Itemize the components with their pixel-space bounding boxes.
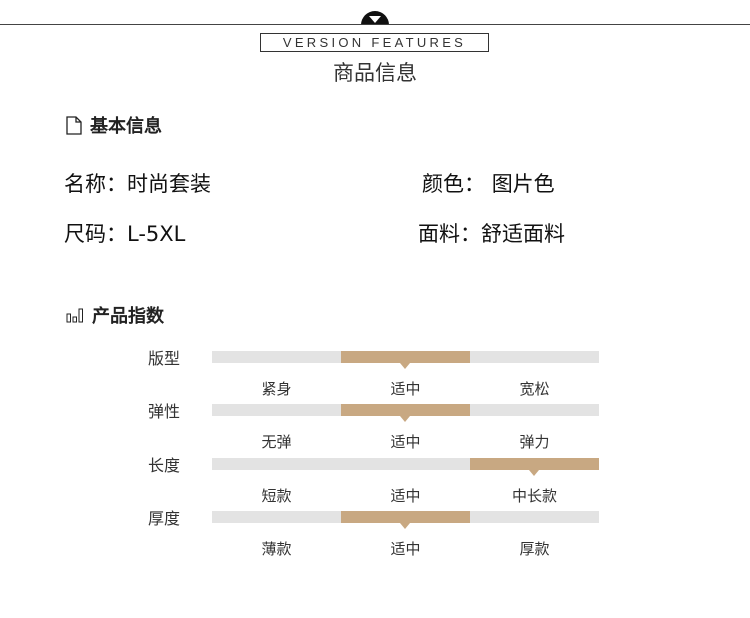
page-title: 商品信息: [333, 61, 417, 85]
chevron-down-icon: [361, 11, 389, 25]
version-features-label: VERSION FEATURES: [260, 33, 489, 52]
index-option: 短款: [261, 487, 292, 505]
index-option: 适中: [390, 540, 421, 558]
index-option: 薄款: [261, 540, 292, 558]
index-option: 厚款: [519, 540, 550, 558]
index-label: 长度: [148, 456, 181, 475]
section-title: 产品指数: [92, 306, 164, 327]
index-option: 中长款: [511, 487, 557, 505]
index-track: [212, 351, 599, 369]
index-marker: [341, 351, 470, 369]
basic-info-heading: 基本信息: [66, 112, 162, 138]
field-size: 尺码：L-5XL: [64, 222, 186, 246]
index-option: 适中: [390, 433, 421, 451]
index-track: [212, 511, 599, 529]
bar-chart-icon: [66, 308, 83, 323]
index-label: 版型: [148, 349, 181, 368]
index-marker: [470, 458, 599, 476]
index-option: 适中: [390, 380, 421, 398]
index-option: 适中: [390, 487, 421, 505]
index-option: 宽松: [519, 380, 550, 398]
index-option: 无弹: [261, 433, 292, 451]
index-option: 紧身: [261, 380, 292, 398]
index-track: [212, 458, 599, 476]
field-color: 颜色： 图片色: [422, 172, 555, 196]
index-option: 弹力: [519, 433, 550, 451]
index-label: 厚度: [148, 509, 181, 528]
index-track: [212, 404, 599, 422]
document-icon: [66, 115, 82, 135]
index-label: 弹性: [148, 402, 181, 421]
field-fabric: 面料：舒适面料: [418, 222, 565, 246]
divider: [0, 24, 750, 25]
index-marker: [341, 404, 470, 422]
field-name: 名称：时尚套装: [64, 172, 211, 196]
index-marker: [341, 511, 470, 529]
product-index-heading: 产品指数: [66, 302, 164, 328]
section-title: 基本信息: [90, 116, 162, 137]
